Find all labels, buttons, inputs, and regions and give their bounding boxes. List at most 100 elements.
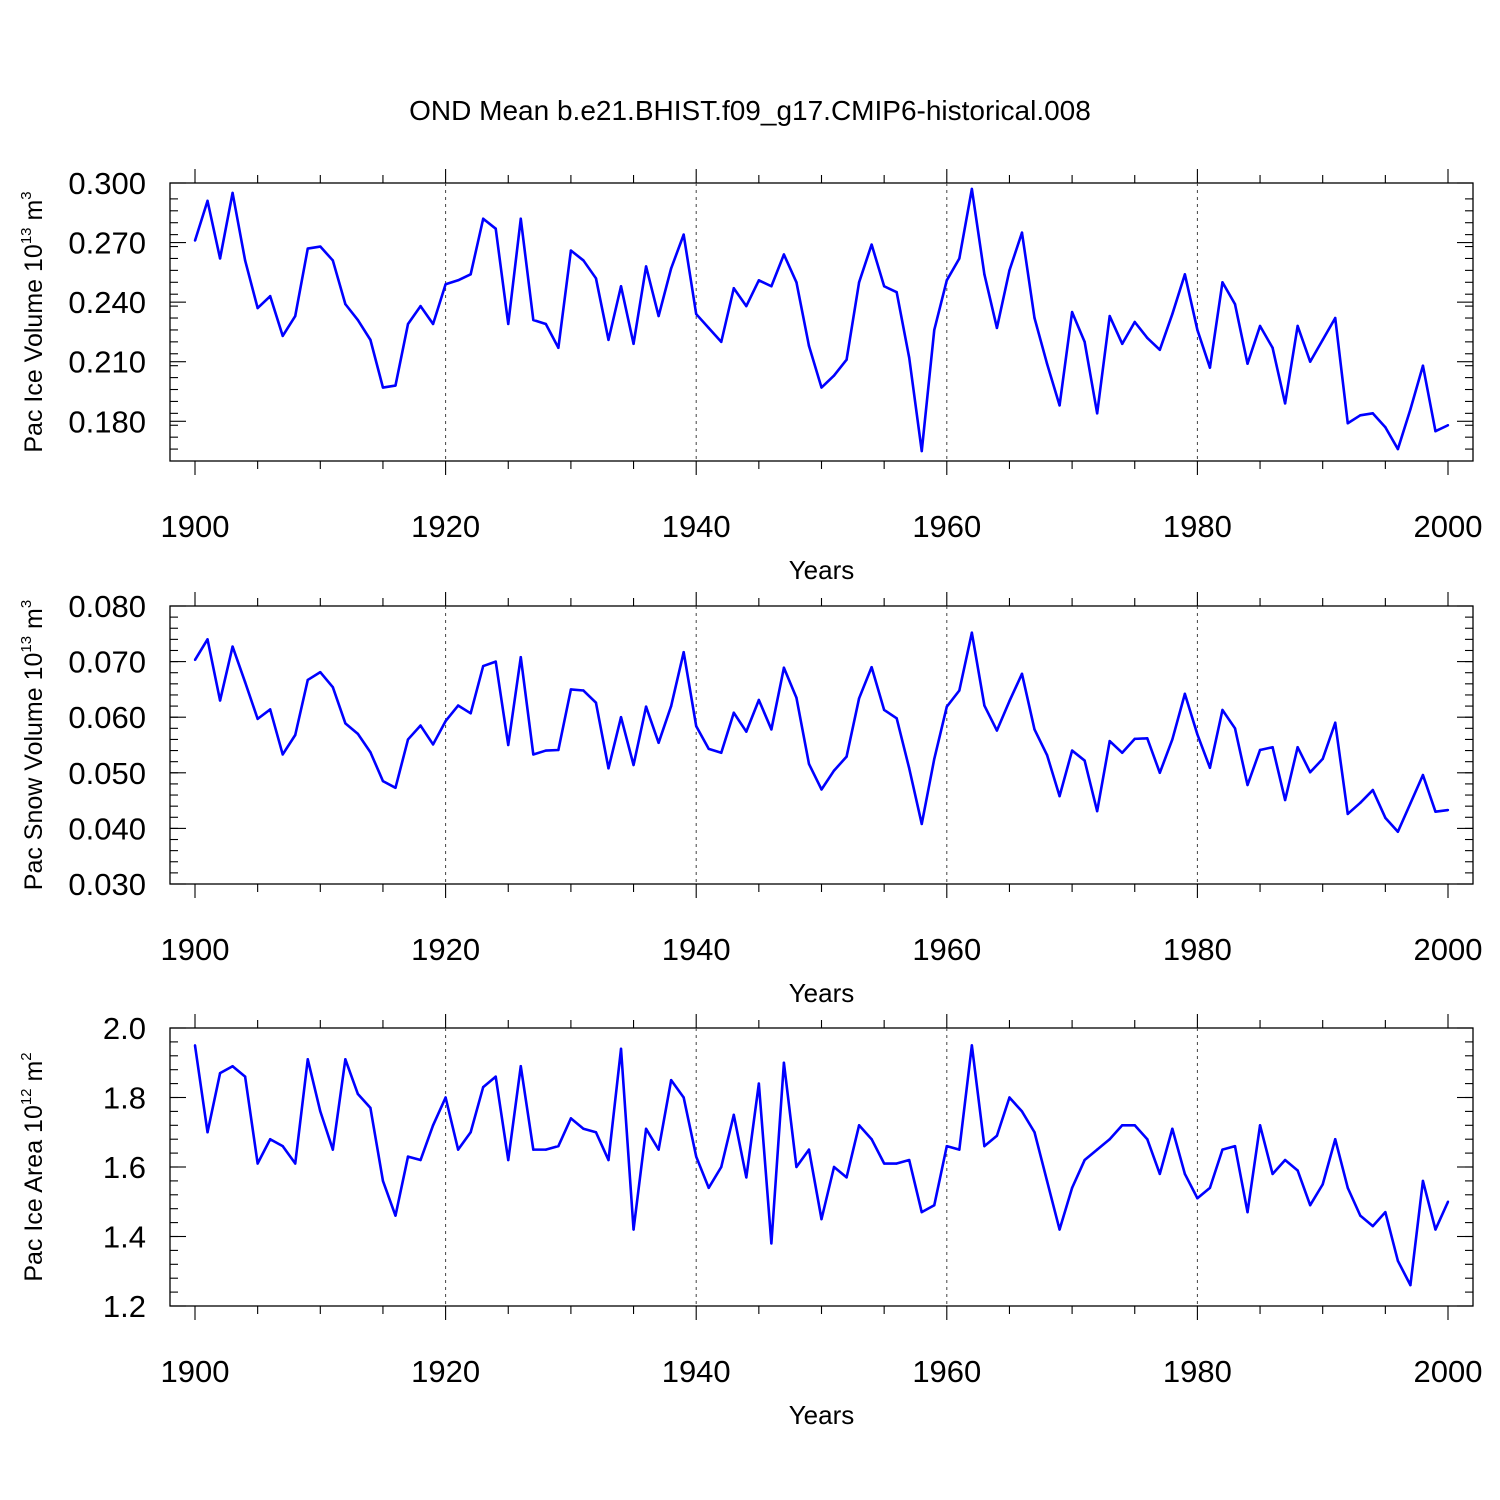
data-point bbox=[1121, 342, 1124, 346]
data-point bbox=[832, 1165, 836, 1169]
x-tick-label: 1920 bbox=[411, 1354, 480, 1389]
data-point bbox=[882, 1162, 886, 1165]
y-tick-label: 1.6 bbox=[103, 1150, 146, 1185]
data-point bbox=[958, 689, 961, 692]
data-point bbox=[958, 1148, 961, 1151]
data-point bbox=[1384, 426, 1387, 429]
data-point bbox=[1095, 809, 1099, 813]
data-point bbox=[707, 747, 710, 751]
y-tick-label: 0.050 bbox=[68, 756, 146, 791]
data-point bbox=[344, 722, 347, 725]
data-point bbox=[770, 1242, 773, 1245]
data-point bbox=[1346, 422, 1349, 425]
chart-panel-1: 1900 1920 1940 1960 1980 2000 0.180 0.210 0.240 0… bbox=[18, 166, 1482, 585]
data-point bbox=[381, 386, 385, 389]
data-point bbox=[394, 384, 397, 387]
data-point bbox=[1384, 816, 1387, 820]
x-tick-label: 1940 bbox=[662, 509, 731, 544]
data-point bbox=[1083, 340, 1086, 344]
x-axis-title: Years bbox=[789, 555, 855, 585]
data-point bbox=[281, 753, 284, 756]
data-point bbox=[807, 762, 811, 766]
data-point bbox=[569, 688, 573, 691]
data-point bbox=[1409, 802, 1412, 805]
data-point bbox=[1033, 316, 1036, 320]
data-point bbox=[970, 1044, 974, 1047]
data-point bbox=[732, 287, 735, 290]
x-tick-label: 1920 bbox=[411, 509, 480, 544]
data-point bbox=[607, 767, 610, 770]
data-point bbox=[1308, 771, 1312, 774]
data-point bbox=[882, 285, 886, 288]
data-point bbox=[1421, 1179, 1425, 1183]
data-point bbox=[732, 1113, 735, 1117]
data-point bbox=[381, 1179, 385, 1183]
data-point bbox=[782, 666, 786, 669]
data-point bbox=[745, 730, 748, 733]
data-point bbox=[644, 265, 648, 268]
data-point bbox=[406, 738, 410, 741]
data-point bbox=[1258, 748, 1262, 752]
data-point bbox=[419, 304, 422, 308]
data-point bbox=[294, 733, 297, 737]
y-tick-label: 1.8 bbox=[103, 1081, 146, 1116]
data-point bbox=[1045, 362, 1049, 365]
chart-panel-2: 1900 1920 1940 1960 1980 2000 0.030 0.040 0.050 0… bbox=[18, 589, 1482, 1008]
data-point bbox=[1121, 751, 1124, 754]
data-point bbox=[669, 704, 673, 708]
x-tick-label: 1980 bbox=[1163, 1354, 1232, 1389]
data-point bbox=[1371, 788, 1375, 792]
data-point bbox=[1446, 424, 1450, 427]
x-tick-label: 1900 bbox=[161, 932, 230, 967]
data-point bbox=[231, 645, 234, 648]
data-point bbox=[757, 1082, 761, 1085]
data-point bbox=[1434, 1228, 1437, 1231]
data-point bbox=[1221, 708, 1224, 712]
chart-panel-3: 1900 1920 1940 1960 1980 2000 1.2 1.4 1.6 1.8 2.0 Y… bbox=[18, 1011, 1482, 1430]
data-point bbox=[1196, 733, 1199, 736]
data-point bbox=[795, 281, 798, 284]
data-point bbox=[1359, 414, 1362, 417]
data-point bbox=[1183, 273, 1187, 276]
y-tick-label: 0.210 bbox=[68, 345, 146, 380]
data-point bbox=[757, 279, 761, 282]
data-point bbox=[268, 1138, 272, 1141]
data-point bbox=[1208, 366, 1212, 369]
data-point bbox=[908, 356, 911, 359]
data-point bbox=[945, 279, 948, 282]
data-point bbox=[1446, 1200, 1450, 1203]
data-point bbox=[1334, 721, 1337, 724]
y-tick-label: 2.0 bbox=[103, 1011, 146, 1046]
data-point bbox=[268, 708, 272, 711]
data-point bbox=[707, 1186, 710, 1190]
data-point bbox=[243, 1075, 247, 1078]
data-point bbox=[857, 1124, 861, 1127]
data-point bbox=[218, 257, 222, 260]
data-point bbox=[532, 318, 535, 322]
data-point bbox=[770, 728, 773, 731]
data-point bbox=[682, 1096, 685, 1099]
data-point bbox=[544, 749, 548, 752]
figure-title: OND Mean b.e21.BHIST.f09_g17.CMIP6-histo… bbox=[409, 95, 1091, 126]
data-point bbox=[1271, 1172, 1274, 1176]
data-point bbox=[193, 1044, 197, 1047]
data-point bbox=[507, 1158, 510, 1162]
data-point bbox=[1258, 324, 1262, 328]
data-point bbox=[481, 217, 485, 220]
data-point bbox=[1108, 1138, 1111, 1141]
data-point bbox=[1246, 783, 1249, 787]
data-point bbox=[519, 1065, 522, 1068]
x-tick-label: 2000 bbox=[1414, 509, 1483, 544]
data-point bbox=[1133, 1124, 1136, 1127]
data-point bbox=[820, 1217, 823, 1221]
data-point bbox=[820, 386, 823, 389]
data-point bbox=[632, 1228, 635, 1231]
data-point bbox=[1083, 1158, 1086, 1162]
data-point bbox=[820, 788, 823, 791]
data-point bbox=[206, 638, 209, 641]
data-point bbox=[594, 277, 598, 280]
data-point bbox=[419, 1158, 422, 1162]
y-tick-label: 0.270 bbox=[68, 226, 146, 261]
data-point bbox=[193, 658, 197, 662]
data-point bbox=[494, 660, 497, 663]
